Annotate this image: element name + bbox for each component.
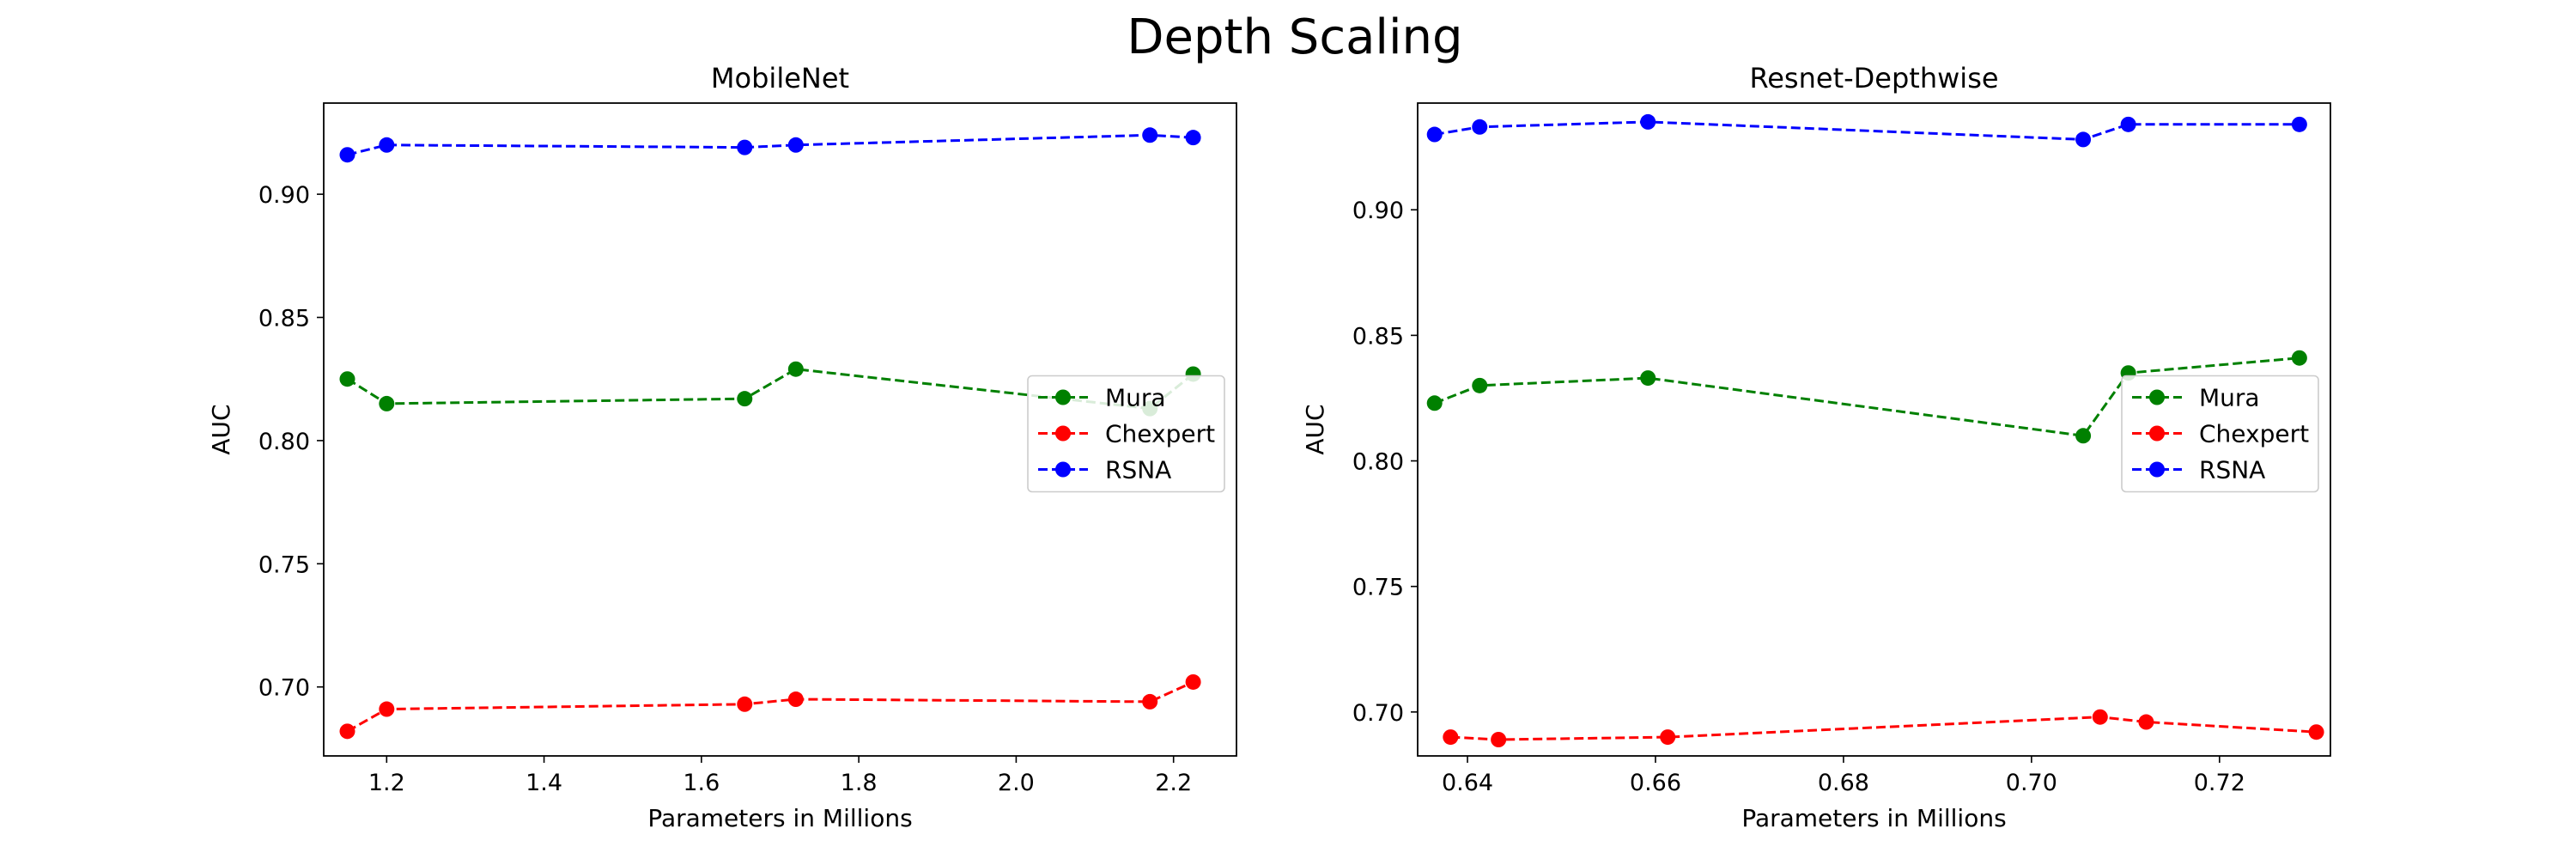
series-line-chexpert <box>1450 716 2317 741</box>
x-axis-label: Parameters in Millions <box>647 804 912 832</box>
y-tick-label: 0.70 <box>258 675 310 702</box>
data-point-mura <box>339 371 355 387</box>
x-tick-label: 0.70 <box>2006 770 2057 796</box>
x-tick-label: 0.72 <box>2194 770 2245 796</box>
data-point-mura <box>737 391 753 407</box>
legend-marker-chexpert <box>1055 425 1071 442</box>
x-tick-label: 1.2 <box>368 770 405 796</box>
legend-marker-chexpert <box>2149 425 2165 442</box>
legend-marker-mura <box>2149 389 2165 405</box>
x-tick-label: 2.2 <box>1155 770 1192 796</box>
legend-label-chexpert: Chexpert <box>1105 420 1215 448</box>
legend-label-mura: Mura <box>2199 384 2260 412</box>
data-point-mura <box>787 361 804 377</box>
y-axis-label: AUC <box>207 404 235 454</box>
chart-panel-resnet-depthwise: Resnet-Depthwise 0.64 0.66 0.68 0.70 0.72 0.70… <box>1301 62 2331 832</box>
x-tick-label: 0.64 <box>1442 770 1493 796</box>
data-point-chexpert <box>379 701 395 717</box>
legend-marker-rsna <box>1055 461 1071 478</box>
x-tick-label: 2.0 <box>998 770 1035 796</box>
data-point-rsna <box>2291 116 2307 132</box>
series-line-rsna <box>1434 120 2300 141</box>
y-tick-label: 0.85 <box>1352 323 1404 350</box>
chart-panel-mobilenet: MobileNet 1.2 1.4 1.6 1.8 2.0 2.2 0.70 0.75 0.80 0… <box>207 62 1237 832</box>
y-tick-label: 0.80 <box>1352 449 1404 476</box>
legend: Mura Chexpert RSNA <box>1027 375 1225 493</box>
data-point-chexpert <box>787 691 804 708</box>
data-point-rsna <box>737 139 753 155</box>
x-tick-label: 1.8 <box>841 770 878 796</box>
data-point-rsna <box>2120 116 2136 132</box>
x-tick-label: 1.6 <box>683 770 720 796</box>
data-point-chexpert <box>1443 729 1459 746</box>
data-point-rsna <box>1185 130 1201 146</box>
y-tick-label: 0.85 <box>258 306 310 332</box>
data-point-chexpert <box>339 723 355 740</box>
axes-frame <box>1417 102 2331 757</box>
y-tick-label: 0.75 <box>258 551 310 578</box>
data-point-mura <box>1472 377 1488 393</box>
x-axis-label: Parameters in Millions <box>1741 804 2006 832</box>
data-point-chexpert <box>737 696 753 712</box>
data-point-mura <box>2075 428 2092 444</box>
data-point-mura <box>1640 370 1656 387</box>
data-point-rsna <box>2075 131 2092 148</box>
data-point-chexpert <box>2138 714 2154 730</box>
axes-title: MobileNet <box>711 62 849 94</box>
legend-label-chexpert: Chexpert <box>2199 420 2309 448</box>
data-point-rsna <box>787 137 804 153</box>
data-point-rsna <box>1142 127 1158 143</box>
data-point-rsna <box>339 147 355 163</box>
axes-title: Resnet-Depthwise <box>1749 62 1998 94</box>
y-tick-label: 0.90 <box>1352 198 1404 224</box>
series-line-chexpert <box>346 680 1194 733</box>
legend-box <box>1027 375 1225 493</box>
y-tick-label: 0.75 <box>1352 575 1404 601</box>
data-point-chexpert <box>2092 709 2108 725</box>
data-point-chexpert <box>1491 732 1507 747</box>
legend-box <box>2121 375 2319 493</box>
data-point-mura <box>379 395 395 411</box>
data-point-chexpert <box>2308 724 2324 740</box>
y-axis-label: AUC <box>1301 404 1329 454</box>
data-point-chexpert <box>1660 729 1676 746</box>
legend: Mura Chexpert RSNA <box>2121 375 2319 493</box>
x-tick-label: 1.4 <box>526 770 562 796</box>
data-point-rsna <box>379 137 395 153</box>
axes-frame <box>323 102 1237 757</box>
data-point-rsna <box>1640 113 1656 130</box>
legend-marker-mura <box>1055 389 1071 405</box>
legend-marker-rsna <box>2149 461 2165 478</box>
x-tick-label: 0.66 <box>1630 770 1681 796</box>
legend-label-rsna: RSNA <box>2199 456 2265 484</box>
y-tick-label: 0.80 <box>258 429 310 455</box>
data-point-mura <box>2291 350 2307 366</box>
data-point-mura <box>1426 395 1443 411</box>
x-tick-label: 0.68 <box>1818 770 1869 796</box>
series-line-rsna <box>347 133 1194 156</box>
legend-label-mura: Mura <box>1105 384 1166 412</box>
data-point-chexpert <box>1185 673 1201 690</box>
data-point-chexpert <box>1142 693 1158 710</box>
series-line-mura <box>1434 356 2300 437</box>
y-tick-label: 0.70 <box>1352 700 1404 727</box>
y-tick-label: 0.90 <box>258 182 310 209</box>
legend-label-rsna: RSNA <box>1105 456 1171 484</box>
data-point-rsna <box>1472 119 1488 135</box>
data-point-rsna <box>1426 126 1443 143</box>
figure-title: Depth Scaling <box>1127 9 1462 65</box>
